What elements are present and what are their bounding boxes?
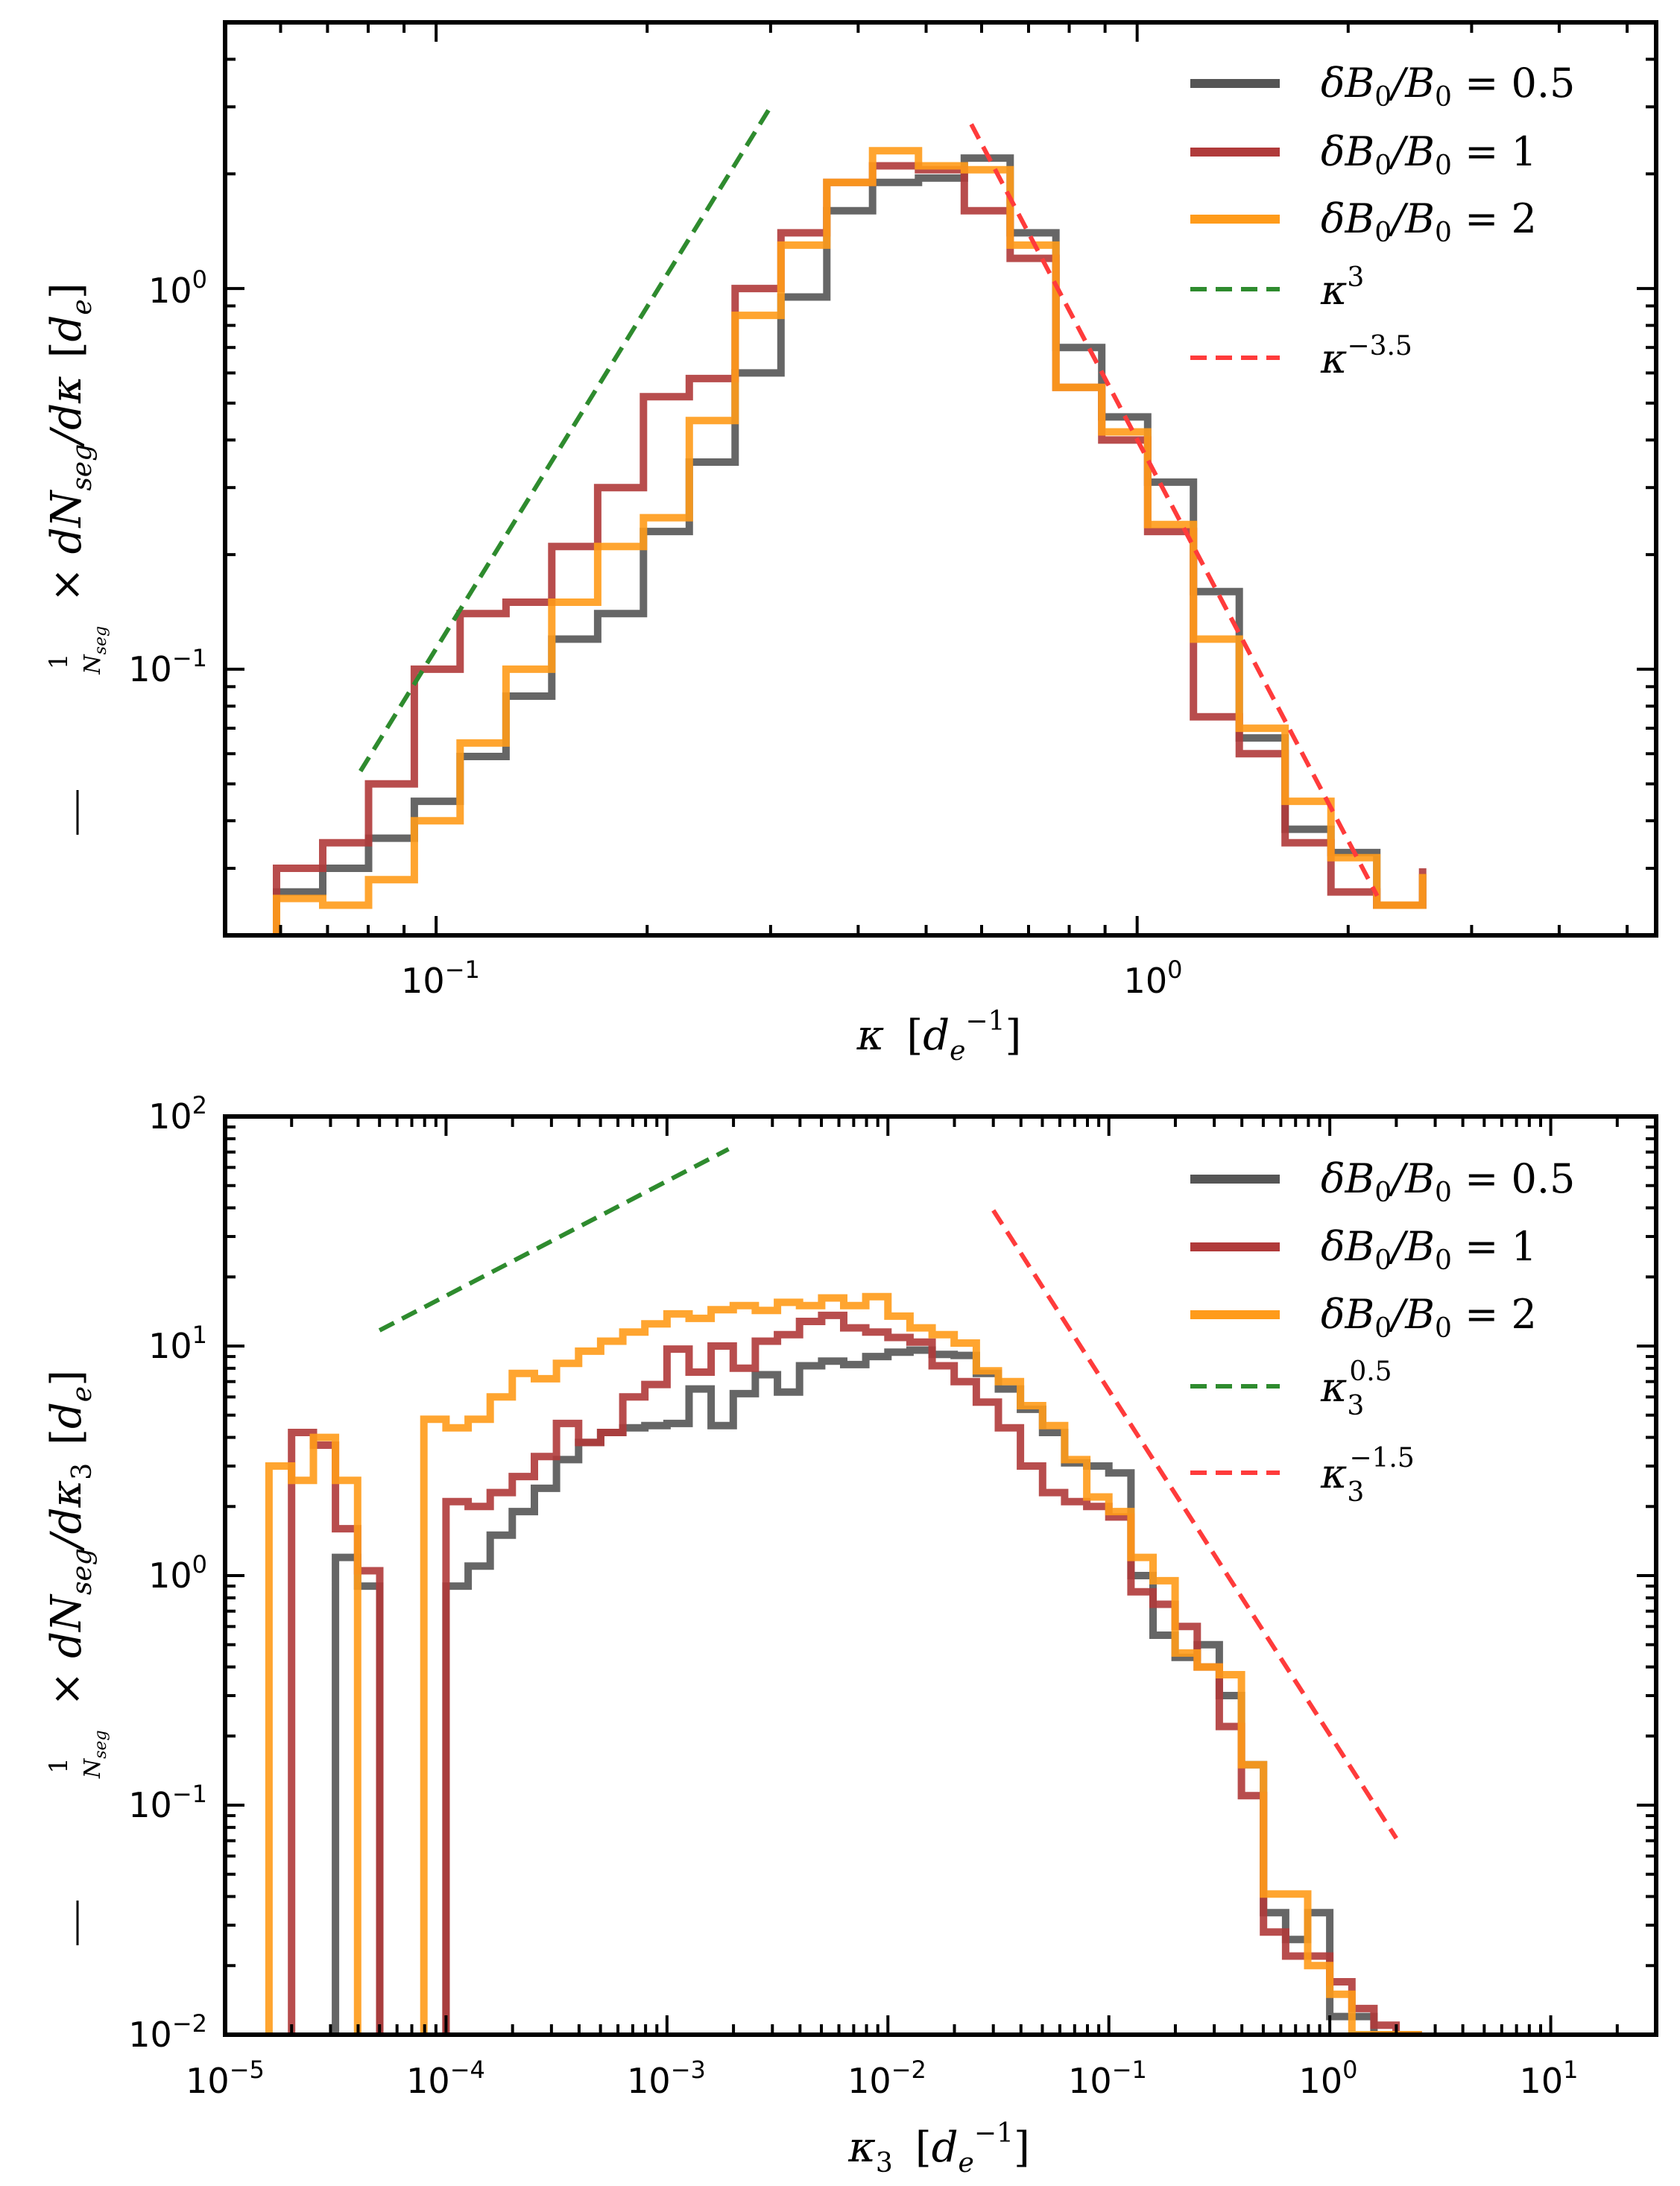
legend-label-1: δB0/B0 = 1 — [1321, 1223, 1537, 1276]
legend-label-kappa3: κ3 — [1320, 262, 1364, 314]
top-reference-line-0 — [359, 105, 773, 773]
legend-label-0.5: δB0/B0 = 0.5 — [1321, 60, 1575, 113]
bottom-ytick-label: 100 — [148, 1550, 207, 1596]
panel-bottom: 10−5 10−4 10−3 10−2 10−1 100 101 102 101… — [42, 1091, 1658, 2179]
top-xtick-label: 10−1 — [401, 955, 480, 1001]
top-reference-lines — [359, 105, 1380, 897]
top-reference-line-1 — [969, 123, 1380, 897]
bottom-series-line-2 — [265, 1292, 1422, 2035]
top-ytick-label: 100 — [148, 265, 207, 311]
top-ticks — [224, 21, 1656, 937]
bottom-reference-line-0 — [378, 1147, 730, 1333]
top-y-axis-label: 1 Nseg × dNseg/dκ[de] — [42, 282, 110, 835]
bottom-x-axis-label: κ3 [de−1] — [847, 2118, 1030, 2179]
legend-label-kappa3-1.5: κ3−1.5 — [1320, 1443, 1415, 1508]
bottom-xtick-label: 10−2 — [847, 2056, 926, 2101]
bottom-xtick-label: 10−5 — [186, 2056, 265, 2101]
bottom-ytick-label: 101 — [148, 1321, 207, 1366]
top-series-line-2 — [227, 147, 1427, 935]
bottom-xtick-label: 10−3 — [627, 2056, 706, 2101]
top-series-group — [227, 147, 1427, 935]
legend-label-kappa-3.5: κ−3.5 — [1320, 331, 1412, 382]
panel-top: 10−1 100 100 10−1 κ [de−1] 1 Nseg × dNseg/… — [42, 20, 1658, 1067]
legend-label-1: δB0/B0 = 1 — [1321, 128, 1537, 181]
top-axes-frame — [223, 20, 1658, 938]
bottom-ticks — [224, 1115, 1658, 2036]
legend-label-0.5: δB0/B0 = 0.5 — [1321, 1155, 1575, 1208]
legend-label-2: δB0/B0 = 2 — [1321, 195, 1537, 248]
bottom-xtick-label: 10−1 — [1068, 2056, 1147, 2101]
top-xtick-label: 100 — [1124, 955, 1183, 1001]
bottom-series-line-1 — [265, 1311, 1422, 2035]
top-x-axis-label: κ [de−1] — [856, 1006, 1022, 1067]
bottom-ytick-label: 10−1 — [128, 1780, 207, 1825]
legend-label-kappa3-0.5: κ30.5 — [1320, 1356, 1392, 1421]
bottom-ytick-label: 102 — [148, 1091, 207, 1137]
bottom-xtick-label: 10−4 — [406, 2056, 485, 2101]
bottom-series-group — [265, 1292, 1422, 2035]
bottom-y-axis-label: 1 Nseg × dNseg/dκ3[de] — [42, 1370, 110, 1945]
bottom-legend: δB0/B0 = 0.5 δB0/B0 = 1 δB0/B0 = 2 κ30.5… — [1190, 1155, 1575, 1508]
bottom-xtick-label: 100 — [1299, 2056, 1358, 2101]
top-ytick-label: 10−1 — [128, 644, 207, 689]
top-series-line-0 — [227, 154, 1427, 935]
legend-label-2: δB0/B0 = 2 — [1321, 1291, 1537, 1344]
bottom-series-line-0 — [265, 1346, 1422, 2035]
bottom-ytick-label: 10−2 — [128, 2009, 207, 2055]
bottom-xtick-label: 101 — [1520, 2056, 1579, 2101]
top-legend: δB0/B0 = 0.5 δB0/B0 = 1 δB0/B0 = 2 κ3 κ−… — [1190, 60, 1575, 382]
bottom-reference-line-1 — [991, 1209, 1398, 1840]
bottom-reference-lines — [378, 1147, 1398, 1840]
